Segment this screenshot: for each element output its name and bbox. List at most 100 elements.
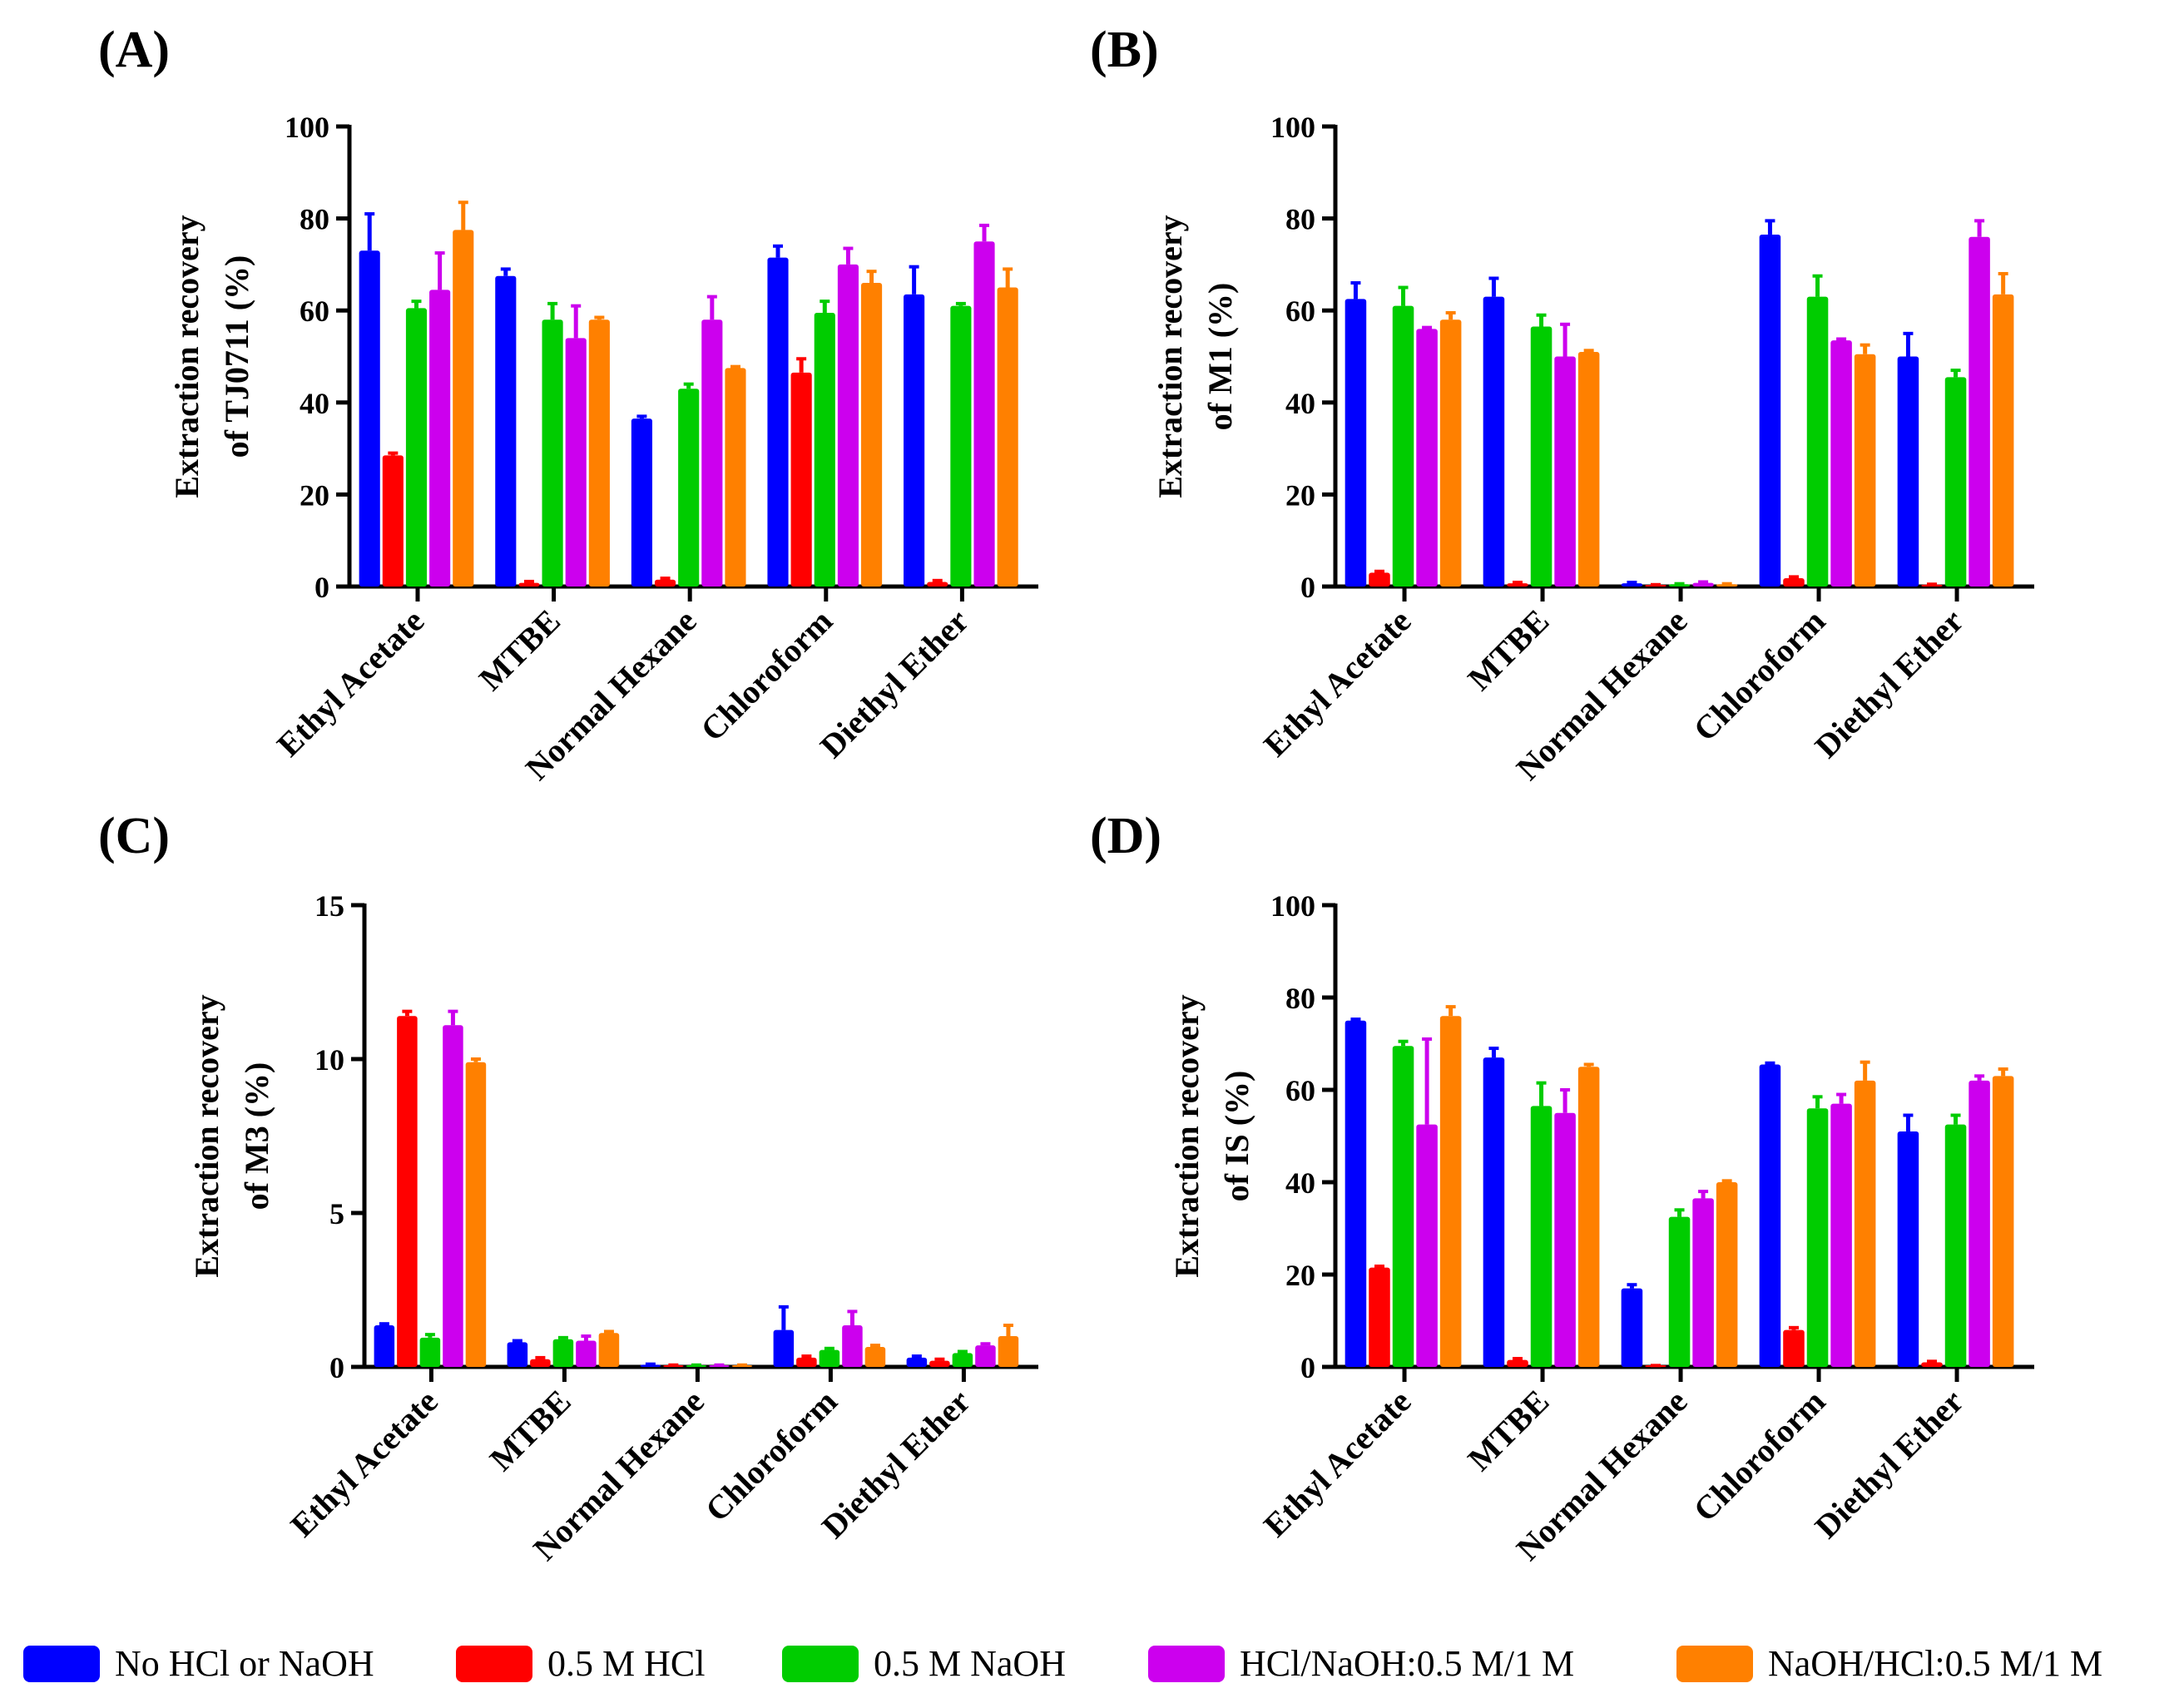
bar: [1830, 340, 1852, 587]
bar: [1345, 1020, 1367, 1367]
bar: [1854, 354, 1876, 587]
bar: [725, 368, 746, 587]
category-label: Diethyl Ether: [1807, 602, 1970, 765]
category-label: Ethyl Acetate: [283, 1383, 444, 1544]
y-tick-label: 0: [329, 1351, 344, 1384]
bar: [1668, 1216, 1691, 1367]
panel-label: (D): [1090, 808, 1161, 864]
bar: [837, 264, 859, 587]
y-tick-label: 80: [1285, 203, 1315, 236]
bar: [1554, 1112, 1576, 1367]
bar: [1897, 356, 1919, 587]
bar: [860, 283, 883, 587]
bar: [773, 1329, 795, 1367]
panel-label: (B): [1090, 22, 1159, 78]
bar: [1621, 1288, 1643, 1367]
y-tick-label: 80: [300, 203, 329, 236]
bar: [382, 455, 404, 587]
bar: [359, 250, 380, 587]
y-tick-label: 100: [1270, 111, 1315, 144]
y-tick-label: 100: [1270, 889, 1315, 923]
bar: [1530, 326, 1553, 587]
bar: [443, 1025, 463, 1367]
bar: [814, 312, 835, 587]
bar: [1692, 1198, 1714, 1367]
bar: [1369, 1267, 1390, 1367]
bar: [1783, 578, 1805, 587]
bar: [1692, 582, 1714, 587]
bar: [631, 418, 652, 587]
y-tick-label: 5: [329, 1197, 344, 1230]
bar: [701, 319, 723, 587]
bar: [576, 1340, 597, 1367]
chart-panel-4: (D) Extraction recovery of IS (%) 0 20 40 60 80…: [1090, 808, 2034, 1567]
bar: [542, 319, 563, 587]
bar: [1806, 1108, 1829, 1367]
bar: [790, 372, 812, 587]
bar: [374, 1325, 395, 1367]
y-tick-label: 100: [285, 111, 329, 144]
bar: [1416, 1124, 1438, 1367]
bar: [465, 1062, 487, 1367]
bar: [1759, 234, 1781, 587]
bar: [678, 389, 700, 587]
bar: [904, 294, 925, 587]
bar: [998, 1336, 1019, 1367]
bar: [819, 1349, 840, 1367]
bar: [1392, 305, 1414, 587]
bar: [1530, 1106, 1553, 1367]
legend-swatch: [23, 1646, 100, 1682]
legend-label: NaOH/HCl:0.5 M/1 M: [1768, 1643, 2102, 1684]
bar: [997, 287, 1018, 587]
category-label: Chloroform: [1686, 602, 1833, 749]
bar: [1554, 356, 1576, 587]
y-axis-label: of TJ0711 (%): [218, 255, 255, 458]
y-axis-label: Extraction recovery: [188, 994, 225, 1277]
bar: [950, 305, 972, 587]
y-axis-label: Extraction recovery: [168, 215, 206, 498]
bar: [588, 319, 610, 587]
panel-label: (A): [98, 22, 170, 78]
y-tick-label: 20: [300, 478, 329, 512]
y-tick-label: 40: [300, 387, 329, 420]
bar: [1992, 1076, 2014, 1367]
bar: [1783, 1329, 1805, 1367]
bar: [1577, 351, 1600, 587]
chart-panel-2: (B) Extraction recovery of M1 (%) 0 20 40 60 80…: [1090, 22, 2034, 787]
category-label: MTBE: [1460, 1383, 1556, 1478]
category-label: Chloroform: [698, 1383, 844, 1529]
category-label: MTBE: [472, 602, 567, 698]
panels: (A) Extraction recovery of TJ0711 (%) 0 20 40…: [98, 22, 2034, 1567]
legend-item: 0.5 M HCl: [456, 1643, 705, 1684]
legend: No HCl or NaOH 0.5 M HCl 0.5 M NaOH HCl/NaO…: [23, 1643, 2102, 1684]
y-tick-label: 60: [1285, 1074, 1315, 1107]
category-label: Ethyl Acetate: [1256, 1383, 1418, 1544]
bar: [796, 1357, 817, 1367]
bar: [1830, 1103, 1852, 1367]
bar: [552, 1339, 574, 1367]
bar: [1507, 1359, 1528, 1367]
bar: [507, 1342, 528, 1367]
bar: [1944, 377, 1967, 587]
bar: [1921, 1362, 1943, 1367]
bar: [1345, 299, 1367, 587]
legend-item: HCl/NaOH:0.5 M/1 M: [1148, 1643, 1574, 1684]
legend-swatch: [1148, 1646, 1225, 1682]
y-tick-label: 40: [1285, 387, 1315, 420]
bar: [654, 579, 676, 587]
bar: [405, 308, 428, 587]
y-axis-label: Extraction recovery: [1168, 994, 1206, 1277]
bar: [1716, 1182, 1738, 1367]
panel-label: (C): [98, 808, 170, 864]
bar: [927, 582, 948, 587]
chart-panel-1: (A) Extraction recovery of TJ0711 (%) 0 20 40…: [98, 22, 1038, 787]
bar: [842, 1325, 863, 1367]
category-label: Ethyl Acetate: [270, 602, 431, 764]
legend-label: 0.5 M HCl: [547, 1643, 705, 1684]
bar: [530, 1359, 551, 1367]
y-tick-label: 60: [300, 295, 329, 328]
bar: [397, 1016, 418, 1367]
bar: [429, 290, 451, 587]
bar: [952, 1353, 973, 1367]
